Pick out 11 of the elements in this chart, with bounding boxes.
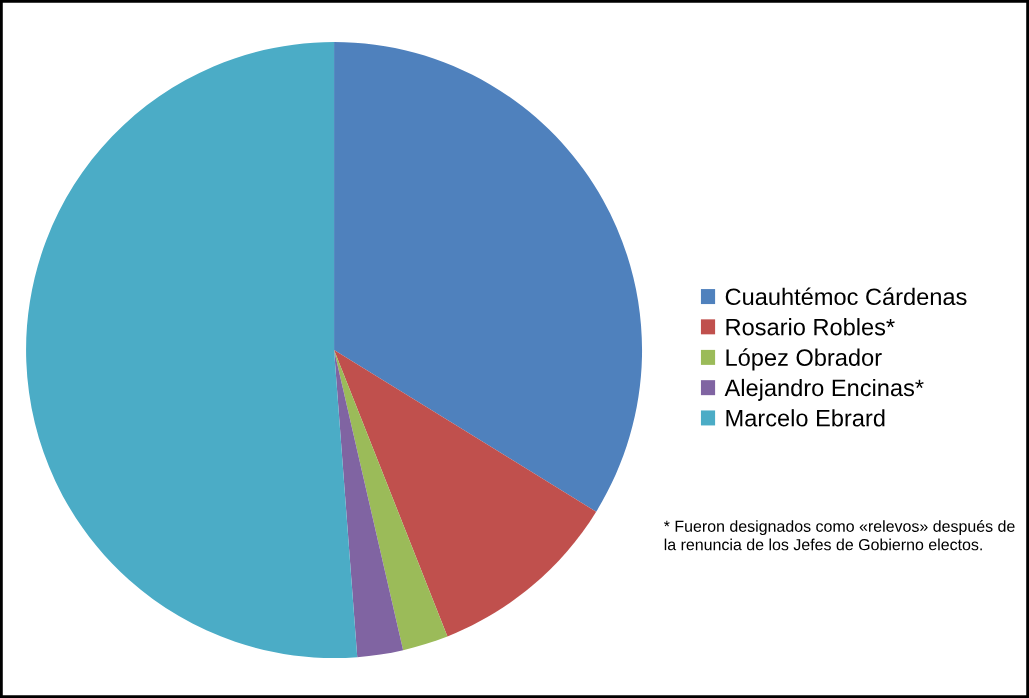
text: * Fueron designados como «relevos» después de la renuncia de los Jefes de Gobierno electos. (663, 520, 1015, 551)
pie-slice (26, 42, 358, 658)
legend-label: Marcelo Ebrard (726, 409, 885, 427)
pie-slice (334, 350, 597, 637)
pie-slice (334, 350, 448, 651)
legend-label: Cuauhtémoc Cárdenas (725, 287, 967, 306)
legend-label: López Obrador (726, 348, 882, 371)
pie-slice (334, 350, 404, 658)
legend-label: Rosario Robles* (726, 318, 895, 336)
pie-slice (334, 42, 642, 512)
legend-label: Alejandro Encinas* (724, 378, 924, 401)
